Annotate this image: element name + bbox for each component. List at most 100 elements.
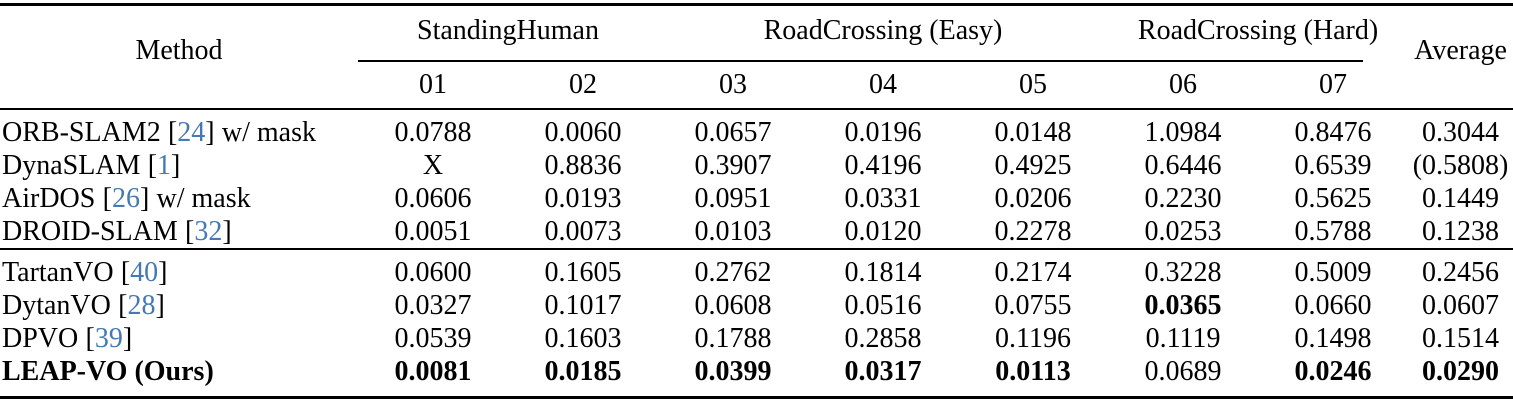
citation-bracket-close: ] [158,256,168,288]
value-cell: 0.3907 [694,149,772,181]
value-cell: 0.8836 [544,149,622,181]
citation-link[interactable]: 26 [111,182,140,214]
citation-link[interactable]: 24 [177,116,206,148]
value-cell: (0.5808) [1412,149,1509,181]
citation-bracket-open: [ [120,256,131,288]
value-cell: 0.0051 [394,215,472,247]
table-section-vo: TartanVO [40] 0.0600 0.1605 0.2762 0.1814 0.21… [0,249,1513,398]
method-name: DytanVO [2,289,111,321]
citation-bracket-close: ] [171,149,181,181]
group-header-row: Method StandingHuman RoadCrossing (Easy)… [0,4,1513,110]
value-cell: 0.0193 [544,182,622,214]
value-cell: 0.1498 [1294,322,1372,354]
citation-link[interactable]: 39 [94,322,123,354]
value-cell: 0.0516 [844,289,922,321]
citation-bracket-open: [ [185,215,195,247]
value-cell: 0.0399 [694,355,772,387]
value-cell: 0.0951 [694,182,772,214]
value-cell: 0.2456 [1422,256,1500,288]
value-cell: 0.0660 [1294,289,1372,321]
value-cell: 0.0060 [544,116,622,148]
results-table: Method StandingHuman RoadCrossing (Easy)… [0,3,1513,399]
method-name: ORB-SLAM2 [2,116,161,148]
method-name: LEAP-VO (Ours) [2,355,214,387]
citation-bracket-open: [ [167,116,178,148]
col-header-seq-06: 06 [1108,62,1259,110]
value-cell: 0.0148 [994,116,1072,148]
citation-link[interactable]: 40 [130,256,159,288]
value-cell: 0.5625 [1294,182,1372,214]
value-cell: 0.2278 [994,215,1072,247]
table-row: DROID-SLAM [32] 0.0051 0.0073 0.0103 0.0120 0.… [0,215,1513,249]
value-cell: 0.0246 [1294,355,1372,387]
col-header-seq-07: 07 [1258,62,1409,110]
value-cell: 0.0253 [1144,215,1222,247]
citation-link[interactable]: 28 [127,289,156,321]
citation-bracket-close: ] [205,116,215,148]
method-suffix: w/ mask [156,182,251,214]
value-cell: 0.0657 [694,116,772,148]
value-cell: 0.0788 [394,116,472,148]
value-cell: 0.0120 [844,215,922,247]
citation-bracket-open: [ [118,289,128,321]
sequence-header-row: 01 02 03 04 05 06 07 [0,62,1513,110]
value-cell: 0.1119 [1145,322,1221,354]
method-cell: DROID-SLAM [32] [0,215,358,249]
table-row: AirDOS [26] w/ mask 0.0606 0.0193 0.0951 0.033… [0,182,1513,215]
table-row: LEAP-VO (Ours) 0.0081 0.0185 0.0399 0.0317 0.… [0,355,1513,398]
value-cell: 0.0113 [995,355,1071,387]
col-header-seq-04: 04 [808,62,958,110]
citation-link[interactable]: 1 [157,149,172,181]
value-cell: 0.2174 [994,256,1072,288]
value-cell: 0.0539 [394,322,472,354]
value-cell: 0.0073 [544,215,622,247]
col-header-average: Average [1408,4,1513,110]
value-cell: 0.0081 [394,355,472,387]
value-cell: 0.2858 [844,322,922,354]
table-row: TartanVO [40] 0.0600 0.1605 0.2762 0.1814 0.21… [0,249,1513,289]
method-cell: DPVO [39] [0,322,358,355]
method-cell: ORB-SLAM2 [24] w/ mask [0,109,358,149]
value-cell: 0.0365 [1144,289,1222,321]
value-cell: 0.1788 [694,322,772,354]
value-cell: 0.0331 [844,182,922,214]
citation-bracket-close: ] [139,182,150,214]
value-cell: 0.3044 [1422,116,1500,148]
value-cell: 0.8476 [1294,116,1372,148]
value-cell: 0.4196 [844,149,922,181]
group-header-roadcrossing-hard: RoadCrossing (Hard) [1108,4,1409,62]
method-cell: DynaSLAM [1] [0,149,358,182]
value-cell: 0.0185 [544,355,622,387]
value-cell: 0.1238 [1422,215,1500,247]
value-cell: 0.1603 [544,322,622,354]
value-cell: 0.0606 [394,182,472,214]
value-cell: 0.1196 [995,322,1071,354]
method-name: DROID-SLAM [2,215,178,247]
table-row: DynaSLAM [1] X 0.8836 0.3907 0.4196 0.4925 0.64… [0,149,1513,182]
col-header-seq-02: 02 [508,62,658,110]
value-cell: 0.1017 [544,289,622,321]
value-cell: 0.0290 [1422,355,1500,387]
method-cell: AirDOS [26] w/ mask [0,182,358,215]
method-name: DPVO [2,322,79,354]
method-cell: DytanVO [28] [0,289,358,322]
citation-bracket-close: ] [155,289,165,321]
value-cell: 0.0327 [394,289,472,321]
value-cell: 0.5788 [1294,215,1372,247]
value-cell: 0.0206 [994,182,1072,214]
citation-bracket-open: [ [85,322,95,354]
method-name: AirDOS [2,182,96,214]
value-cell: 0.1449 [1422,182,1500,214]
col-header-seq-05: 05 [958,62,1109,110]
citation-link[interactable]: 32 [194,215,223,247]
value-cell: 0.0607 [1422,289,1500,321]
value-cell: 1.0984 [1144,116,1222,148]
value-cell: 0.0608 [694,289,772,321]
citation-bracket-close: ] [122,322,133,354]
value-cell: 0.5009 [1294,256,1372,288]
table-row: DPVO [39] 0.0539 0.1603 0.1788 0.2858 0.1196 0.… [0,322,1513,355]
value-cell: 0.6446 [1144,149,1222,181]
table-row: DytanVO [28] 0.0327 0.1017 0.0608 0.0516 0.075… [0,289,1513,322]
value-cell: 0.0755 [994,289,1072,321]
method-name: TartanVO [2,256,114,288]
